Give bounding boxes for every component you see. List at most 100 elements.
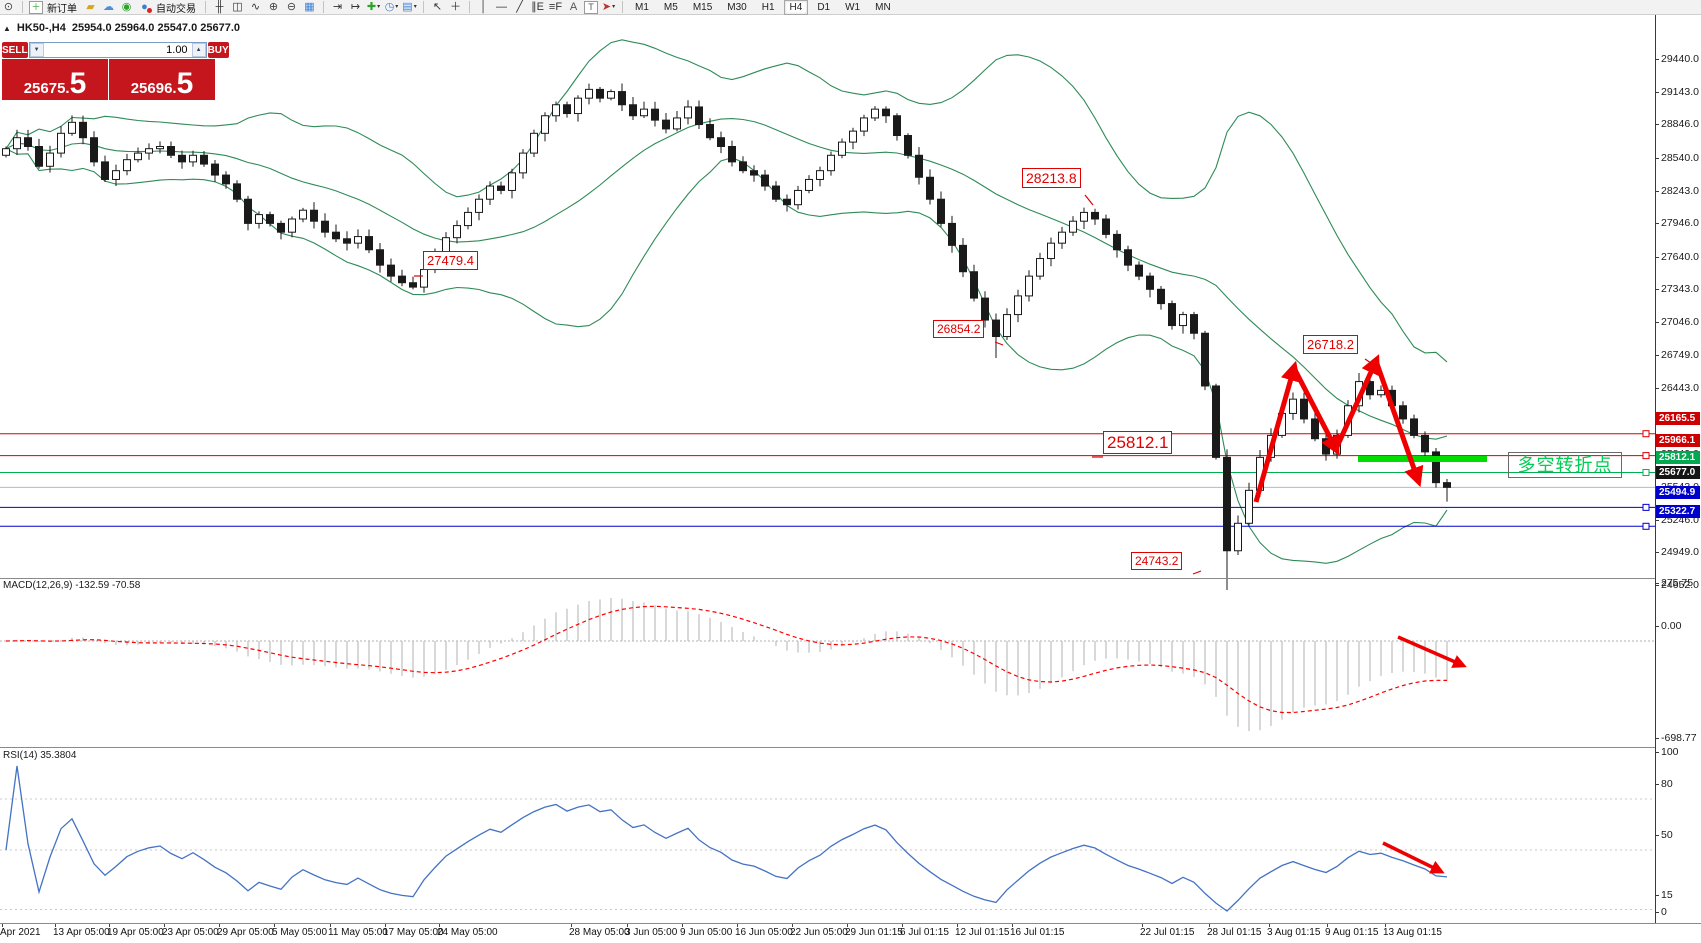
text-annotation[interactable]: 多空转折点 (1508, 452, 1622, 478)
macd-tick-label[interactable]: 0.00 (1661, 620, 1682, 632)
sell-button[interactable]: SELL (2, 42, 28, 58)
price-tick-label[interactable]: 27640.0 (1661, 250, 1699, 263)
timeframe-button-d1[interactable]: D1 (817, 1, 831, 13)
text-label-icon[interactable]: T (584, 0, 598, 14)
time-axis-label[interactable]: 11 May 05:00 (328, 927, 388, 938)
price-tick-label[interactable]: 29143.0 (1661, 85, 1699, 98)
drawn-annotations[interactable] (1253, 354, 1487, 874)
trendline-icon[interactable]: ╱ (516, 0, 523, 13)
timeframes-clock-icon[interactable]: ◷ ▾ (384, 0, 399, 13)
time-axis-label[interactable]: 29 Jun 01:15 (845, 927, 903, 938)
chart-shift-icon[interactable]: ↦ (350, 0, 361, 13)
search-icon[interactable]: ⊙ (3, 0, 14, 13)
candlestick-chart-icon[interactable]: ◫ (232, 0, 243, 13)
time-axis-label[interactable]: 5 May 05:00 (272, 927, 328, 938)
time-axis-label[interactable]: 12 Jul 01:15 (955, 927, 1010, 938)
price-tag-annotation[interactable]: 28213.8 (1022, 168, 1081, 188)
time-axis-label[interactable]: 13 Aug 01:15 (1383, 927, 1442, 938)
time-axis-label[interactable]: 9 Aug 01:15 (1325, 927, 1379, 938)
time-axis-label[interactable]: 29 Apr 05:00 (217, 927, 274, 938)
time-axis-label[interactable]: 22 Jul 01:15 (1140, 927, 1195, 938)
sell-price-panel[interactable]: 25675 . 5 (2, 59, 108, 100)
time-axis-label[interactable]: 13 Apr 05:00 (53, 927, 110, 938)
macd-tick-label[interactable]: 275.75 (1661, 577, 1694, 589)
price-tag-annotation[interactable]: 26854.2 (933, 320, 985, 338)
timeframe-button-m30[interactable]: M30 (727, 1, 747, 13)
rsi-tick-label[interactable]: 80 (1661, 778, 1673, 790)
rsi-tick-label[interactable]: 100 (1661, 746, 1679, 758)
new-order-icon[interactable]: ＋ (29, 0, 43, 14)
volume-input[interactable] (43, 43, 192, 57)
signal-icon[interactable]: ◉ (121, 0, 132, 13)
price-tag-annotation[interactable]: 27479.4 (423, 251, 478, 270)
auto-trading-icon[interactable]: ● (137, 1, 152, 14)
time-axis-label[interactable]: 3 Jun 05:00 (625, 927, 678, 938)
time-axis-label[interactable]: 19 Apr 05:00 (107, 927, 164, 938)
rsi-tick-label[interactable]: 0 (1661, 906, 1667, 918)
tile-windows-icon[interactable]: ▦ (304, 0, 315, 13)
timeframe-button-m5[interactable]: M5 (663, 1, 678, 13)
bar-chart-icon[interactable]: ╫ (215, 0, 224, 13)
equidistant-channel-icon[interactable]: ∥E (531, 0, 544, 13)
time-axis-label[interactable]: 23 Apr 05:00 (162, 927, 219, 938)
auto-scroll-icon[interactable]: ⇥ (332, 0, 343, 13)
volume-decrease-button[interactable]: ▼ (29, 43, 44, 57)
pane-splitter-rsi[interactable] (0, 747, 1656, 748)
community-icon[interactable]: ☁ (103, 0, 114, 13)
time-axis-label[interactable]: 3 Aug 01:15 (1267, 927, 1321, 938)
timeframe-button-m1[interactable]: M1 (635, 1, 649, 13)
horizontal-line-icon[interactable]: — (496, 0, 507, 13)
gold-ingot-icon[interactable]: ▰ (86, 0, 95, 13)
price-tick-label[interactable]: 29440.0 (1661, 53, 1699, 65)
rsi-tick-label[interactable]: 15 (1661, 889, 1673, 901)
one-click-collapse-icon[interactable]: ▲ (3, 23, 11, 33)
time-axis-label[interactable]: 22 Jun 05:00 (790, 927, 848, 938)
buy-button[interactable]: BUY (207, 42, 229, 58)
timeframe-button-w1[interactable]: W1 (845, 1, 861, 13)
price-tag-annotation[interactable]: 25812.1 (1103, 431, 1173, 454)
price-tick-label[interactable]: 26443.0 (1661, 382, 1699, 395)
timeframe-button-m15[interactable]: M15 (692, 1, 713, 13)
templates-icon[interactable]: ▤ ▾ (402, 0, 417, 13)
price-tag-annotation[interactable]: 26718.2 (1303, 335, 1358, 354)
time-axis-label[interactable]: Apr 2021 (0, 927, 41, 938)
pane-splitter-macd[interactable] (0, 578, 1656, 579)
volume-increase-button[interactable]: ▲ (191, 43, 206, 57)
time-axis-label[interactable]: 28 May 05:00 (569, 927, 630, 938)
price-tick-label[interactable]: 28243.0 (1661, 184, 1699, 197)
price-tick-label[interactable]: 27046.0 (1661, 316, 1699, 328)
time-axis-label[interactable]: 9 Jun 05:00 (680, 927, 733, 938)
zoom-out-icon[interactable]: ⊖ (286, 0, 297, 13)
time-axis-label[interactable]: 16 Jun 05:00 (735, 927, 793, 938)
time-axis-label[interactable]: 16 Jul 01:15 (1010, 927, 1065, 938)
chart-canvas[interactable] (0, 15, 1701, 943)
text-icon[interactable]: A (569, 0, 578, 13)
price-tick-label[interactable]: 27343.0 (1661, 283, 1699, 296)
cursor-icon[interactable]: ↖ (432, 0, 443, 13)
price-tick-label[interactable]: 26749.0 (1661, 348, 1699, 361)
indicators-icon[interactable]: ✚ ▾ (366, 0, 381, 13)
buy-price-panel[interactable]: 25696 . 5 (109, 59, 215, 100)
time-axis-label[interactable]: 28 Jul 01:15 (1207, 927, 1262, 938)
price-tag-annotation[interactable]: 24743.2 (1131, 552, 1183, 570)
macd-tick-label[interactable]: -698.77 (1661, 732, 1697, 744)
price-tick-label[interactable]: 27946.0 (1661, 217, 1699, 230)
time-axis-label[interactable]: 6 Jul 01:15 (900, 927, 949, 938)
price-tick-label[interactable]: 24652.0 (1661, 579, 1699, 591)
arrows-icon[interactable]: ➤ ▾ (601, 0, 616, 13)
horizontal-level-lines[interactable] (0, 430, 1655, 530)
fibonacci-icon[interactable]: ≡F (548, 0, 563, 13)
price-tick-label[interactable]: 28846.0 (1661, 118, 1699, 131)
time-axis-label[interactable]: 17 May 05:00 (383, 927, 444, 938)
rsi-tick-label[interactable]: 50 (1661, 829, 1673, 841)
price-tick-label[interactable]: 28540.0 (1661, 151, 1699, 164)
timeframe-button-h1[interactable]: H1 (761, 1, 775, 13)
line-chart-icon[interactable]: ∿ (250, 0, 261, 13)
crosshair-icon[interactable]: ＋ (450, 0, 461, 13)
timeframe-button-mn[interactable]: MN (875, 1, 891, 13)
timeframe-button-h4[interactable]: H4 (783, 0, 809, 15)
price-tick-label[interactable]: 24949.0 (1661, 546, 1699, 559)
vertical-line-icon[interactable]: │ (480, 0, 487, 13)
time-axis-label[interactable]: 24 May 05:00 (437, 927, 498, 938)
zoom-in-icon[interactable]: ⊕ (268, 0, 279, 13)
